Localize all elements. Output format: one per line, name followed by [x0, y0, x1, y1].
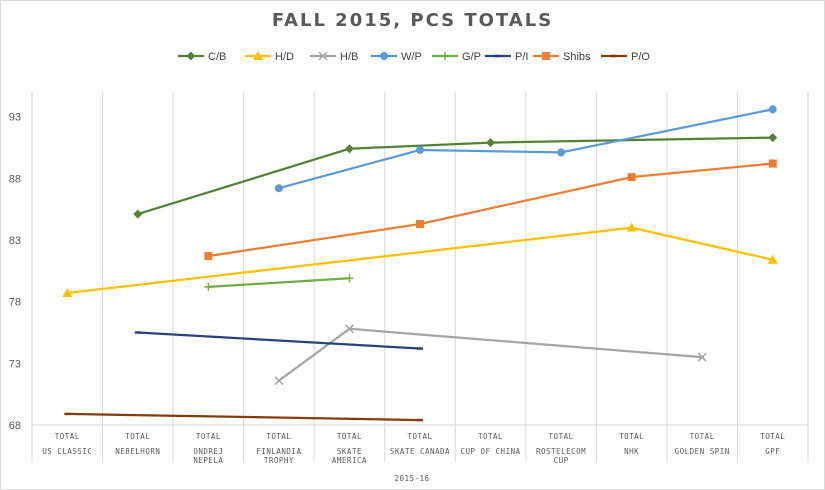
legend-item-h-b: H/B	[310, 51, 358, 63]
data-point-w-p	[557, 148, 566, 157]
data-point-h-d	[62, 288, 73, 298]
series-h-b	[274, 324, 707, 386]
x-tick-label: TOTAL	[407, 432, 432, 441]
y-tick-label: 73	[9, 358, 21, 370]
x-tick-label: TOTAL	[337, 432, 362, 441]
legend-marker	[253, 51, 263, 60]
legend-label: H/D	[275, 51, 294, 63]
x-tick-label: TROPHY	[264, 456, 294, 465]
data-point-h-b	[344, 324, 354, 334]
data-point-c-b	[344, 144, 354, 154]
series-g-p	[204, 274, 354, 291]
data-point-c-b	[768, 133, 778, 143]
data-point-g-p	[204, 282, 213, 291]
series-w-p	[274, 105, 777, 193]
legend-marker	[318, 51, 328, 61]
data-point-shibs	[204, 252, 213, 261]
x-axis-label: 2015-16	[394, 474, 429, 483]
legend-label: H/B	[340, 51, 358, 63]
y-tick-label: 83	[9, 235, 21, 247]
chart-title: FALL 2015, PCS TOTALS	[271, 10, 554, 31]
data-point-w-p	[768, 105, 777, 114]
series-p-i	[134, 331, 423, 350]
gridlines	[31, 92, 809, 462]
x-tick-label: AMERICA	[332, 456, 367, 465]
x-tick-label: SKATE	[337, 447, 362, 456]
x-tick-label: NEBELHORN	[115, 447, 160, 456]
series-line-w-p	[278, 108, 773, 190]
x-tick-label: TOTAL	[196, 432, 221, 441]
legend-label: G/P	[462, 51, 481, 63]
series-line-p-i	[137, 331, 421, 350]
x-axis: TOTAL US CLASSIC TOTAL NEBELHORN TOTAL ONDREJ…	[42, 432, 785, 465]
series-line-g-p	[208, 277, 350, 288]
series-h-d	[62, 222, 778, 298]
legend-item-p-i: P/I	[485, 51, 528, 63]
legend-item-w-p: W/P	[371, 51, 422, 63]
y-tick-label: 78	[9, 297, 21, 309]
legend-item-h-d: H/D	[245, 51, 294, 63]
series-line-c-b	[137, 136, 773, 216]
data-point-c-b	[133, 209, 143, 219]
series-shibs	[204, 159, 777, 261]
data-point-shibs	[627, 173, 636, 182]
x-tick-label: TOTAL	[478, 432, 503, 441]
series-line-shibs	[208, 162, 773, 258]
x-tick-label: TOTAL	[619, 432, 644, 441]
x-tick-label: TOTAL	[760, 432, 785, 441]
legend-item-p-o: P/O	[601, 51, 650, 63]
legend-marker	[186, 51, 196, 61]
data-point-g-p	[345, 274, 354, 283]
legend-marker	[441, 52, 449, 60]
data-point-w-p	[274, 184, 283, 193]
x-tick-label: NHK	[624, 447, 639, 456]
data-point-h-b	[697, 352, 707, 362]
legend-label: P/O	[631, 51, 650, 63]
data-point-shibs	[768, 159, 777, 168]
data-point-shibs	[416, 219, 424, 228]
x-tick-label: GPF	[765, 447, 780, 456]
legend-item-g-p: G/P	[432, 51, 481, 63]
series-line-p-o	[67, 412, 421, 422]
x-tick-label: NEPELA	[193, 456, 223, 465]
x-tick-label: SKATE CANADA	[390, 447, 450, 456]
x-tick-label: TOTAL	[266, 432, 291, 441]
series-line-h-b	[278, 327, 703, 382]
data-point-h-b	[274, 376, 284, 386]
x-tick-label: FINLANDIA	[256, 447, 301, 456]
legend-marker	[380, 52, 388, 60]
legend: C/B H/D H/B W/P G/P P/I Shibs P/O	[178, 51, 650, 63]
y-tick-label: 68	[9, 420, 21, 432]
legend-label: C/B	[208, 51, 226, 63]
data-point-c-b	[486, 138, 496, 148]
legend-label: P/I	[515, 51, 528, 63]
series-p-o	[64, 412, 423, 422]
data-point-h-d	[767, 254, 778, 264]
x-tick-label: TOTAL	[549, 432, 574, 441]
x-tick-label: CUP OF CHINA	[460, 447, 520, 456]
data-point-w-p	[416, 145, 424, 154]
y-tick-label: 88	[9, 173, 21, 185]
data-point-h-d	[626, 222, 637, 232]
series-layer	[62, 105, 778, 422]
legend-marker	[542, 52, 550, 60]
legend-label: Shibs	[563, 51, 591, 63]
x-tick-label: ONDREJ	[193, 447, 223, 456]
series-c-b	[133, 133, 778, 219]
y-axis: 68 73 78 83 88 93	[9, 112, 21, 432]
legend-item-shibs: Shibs	[533, 51, 591, 63]
x-tick-label: TOTAL	[125, 432, 150, 441]
x-tick-label: CUP	[554, 456, 569, 465]
x-tick-label: US CLASSIC	[42, 447, 92, 456]
x-tick-label: TOTAL	[55, 432, 80, 441]
legend-item-c-b: C/B	[178, 51, 226, 63]
y-tick-label: 93	[9, 112, 21, 124]
legend-label: W/P	[401, 51, 422, 63]
x-tick-label: GOLDEN SPIN	[675, 447, 730, 456]
x-tick-label: ROSTELECOM	[536, 447, 586, 456]
x-tick-label: TOTAL	[690, 432, 715, 441]
